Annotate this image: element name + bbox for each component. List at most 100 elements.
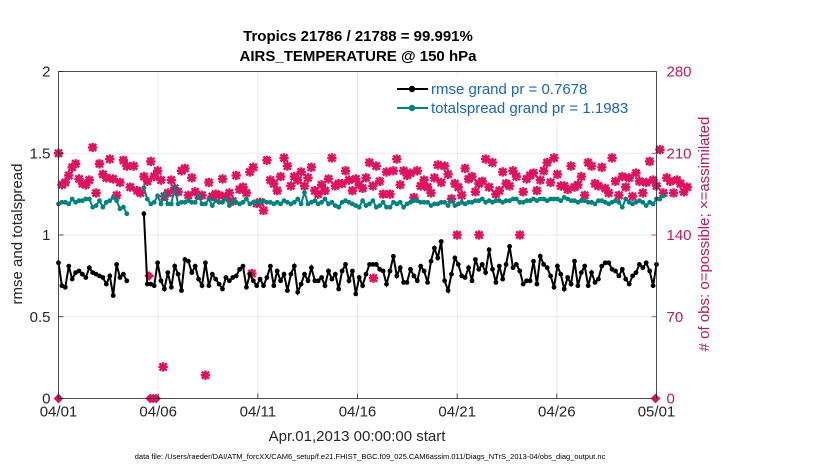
rmse-point (144, 281, 150, 287)
rmse-point (384, 281, 389, 287)
rmse-point (401, 280, 406, 285)
obs-assimilated-mark (142, 176, 153, 186)
rmse-point (449, 271, 454, 277)
obs-assimilated-mark (146, 156, 156, 167)
totalspread-point (298, 201, 304, 207)
rmse-point (261, 283, 266, 289)
rmse-point (527, 278, 533, 284)
totalspread-point (144, 196, 150, 202)
rmse-point (623, 276, 629, 282)
totalspread-point (384, 204, 389, 210)
obs-assimilated-mark (518, 187, 528, 197)
rmse-point (288, 271, 294, 277)
totalspread-point (312, 198, 318, 204)
obs-assimilated-mark (87, 142, 98, 153)
obs-assimilated-mark (357, 183, 368, 193)
rmse-point (507, 244, 512, 249)
totalspread-point (514, 196, 519, 202)
rmse-point (640, 265, 646, 271)
rmse-point (247, 271, 253, 277)
rmse-point (534, 281, 540, 287)
rmse-point (462, 275, 468, 280)
y-right-tick-label: 280 (667, 64, 692, 81)
totalspread-point (425, 199, 430, 205)
totalspread-point (367, 201, 372, 207)
obs-assimilated-mark (627, 191, 638, 202)
obs-assimilated-mark (675, 178, 686, 189)
obs-assimilated-mark (385, 189, 395, 199)
rmse-point (285, 288, 290, 293)
obs-assimilated-mark (679, 187, 689, 197)
rmse-point (339, 268, 345, 274)
obs-assimilated-mark (197, 190, 207, 200)
rmse-point (541, 262, 547, 267)
rmse-point (466, 265, 471, 271)
rmse-point (548, 273, 553, 279)
obs-assimilated-mark (371, 161, 381, 171)
totalspread-point (121, 204, 126, 210)
rmse-point (469, 278, 475, 284)
obs-assimilated-mark (545, 177, 556, 188)
totalspread-point (356, 204, 362, 210)
rmse-point (592, 280, 598, 285)
obs-assimilated-mark (429, 173, 440, 183)
totalspread-point (223, 196, 229, 202)
obs-assimilated-mark (101, 173, 112, 183)
obs-assimilated-mark (412, 166, 422, 176)
obs-assimilated-mark (617, 171, 628, 182)
rmse-point (86, 265, 92, 271)
rmse-point (531, 258, 536, 264)
totalspread-point (86, 196, 92, 202)
obs-assimilated-mark (282, 161, 293, 171)
rmse-point (602, 260, 608, 266)
obs-assimilated-mark (621, 182, 631, 192)
obs-assimilated-mark (378, 189, 388, 199)
obs-assimilated-mark (158, 362, 168, 372)
rmse-point (223, 275, 229, 280)
obs-assimilated-mark (388, 166, 399, 176)
obs-assimilated-mark (552, 169, 563, 179)
x-tick-label: 04/16 (339, 404, 377, 421)
totalspread-point (466, 199, 471, 205)
obs-assimilated-mark (156, 175, 166, 185)
obs-assimilated-mark (648, 175, 658, 185)
rmse-point (428, 258, 434, 264)
rmse-point (643, 260, 649, 266)
rmse-point (281, 271, 287, 277)
totalspread-point (168, 201, 174, 207)
legend-box (393, 77, 651, 121)
rmse-point (575, 283, 581, 289)
totalspread-point (155, 193, 161, 199)
obs-assimilated-mark (603, 188, 614, 198)
obs-assimilated-mark (487, 157, 498, 168)
obs-assimilated-mark (344, 175, 354, 185)
totalspread-point (319, 199, 324, 205)
obs-assimilated-mark (641, 177, 651, 188)
rmse-point (367, 262, 372, 267)
totalspread-point (619, 204, 625, 210)
rmse-point (100, 275, 106, 280)
obs-assimilated-mark (631, 168, 641, 178)
legend-rmse-marker (408, 85, 416, 93)
obs-assimilated-mark (566, 161, 576, 171)
obs-assimilated-mark (180, 163, 190, 174)
totalspread-point (216, 199, 222, 205)
rmse-point (455, 262, 461, 267)
rmse-point (647, 268, 653, 274)
obs-assimilated-mark (152, 166, 163, 176)
obs-assimilated-mark (187, 173, 197, 183)
rmse-point (66, 263, 72, 269)
obs-assimilated-mark (515, 230, 525, 240)
obs-assimilated-mark (494, 185, 504, 196)
rmse-point (558, 271, 564, 277)
totalspread-point (524, 198, 529, 204)
totalspread-point (585, 199, 591, 205)
obs-assimilated-mark (316, 180, 327, 190)
obs-assimilated-mark (70, 159, 81, 169)
totalspread-point (640, 199, 646, 205)
rmse-point (233, 273, 239, 279)
obs-assimilated-mark (453, 182, 463, 192)
rmse-point (199, 283, 205, 289)
totalspread-point (199, 201, 205, 207)
y-left-tick-label: 0 (42, 391, 50, 408)
